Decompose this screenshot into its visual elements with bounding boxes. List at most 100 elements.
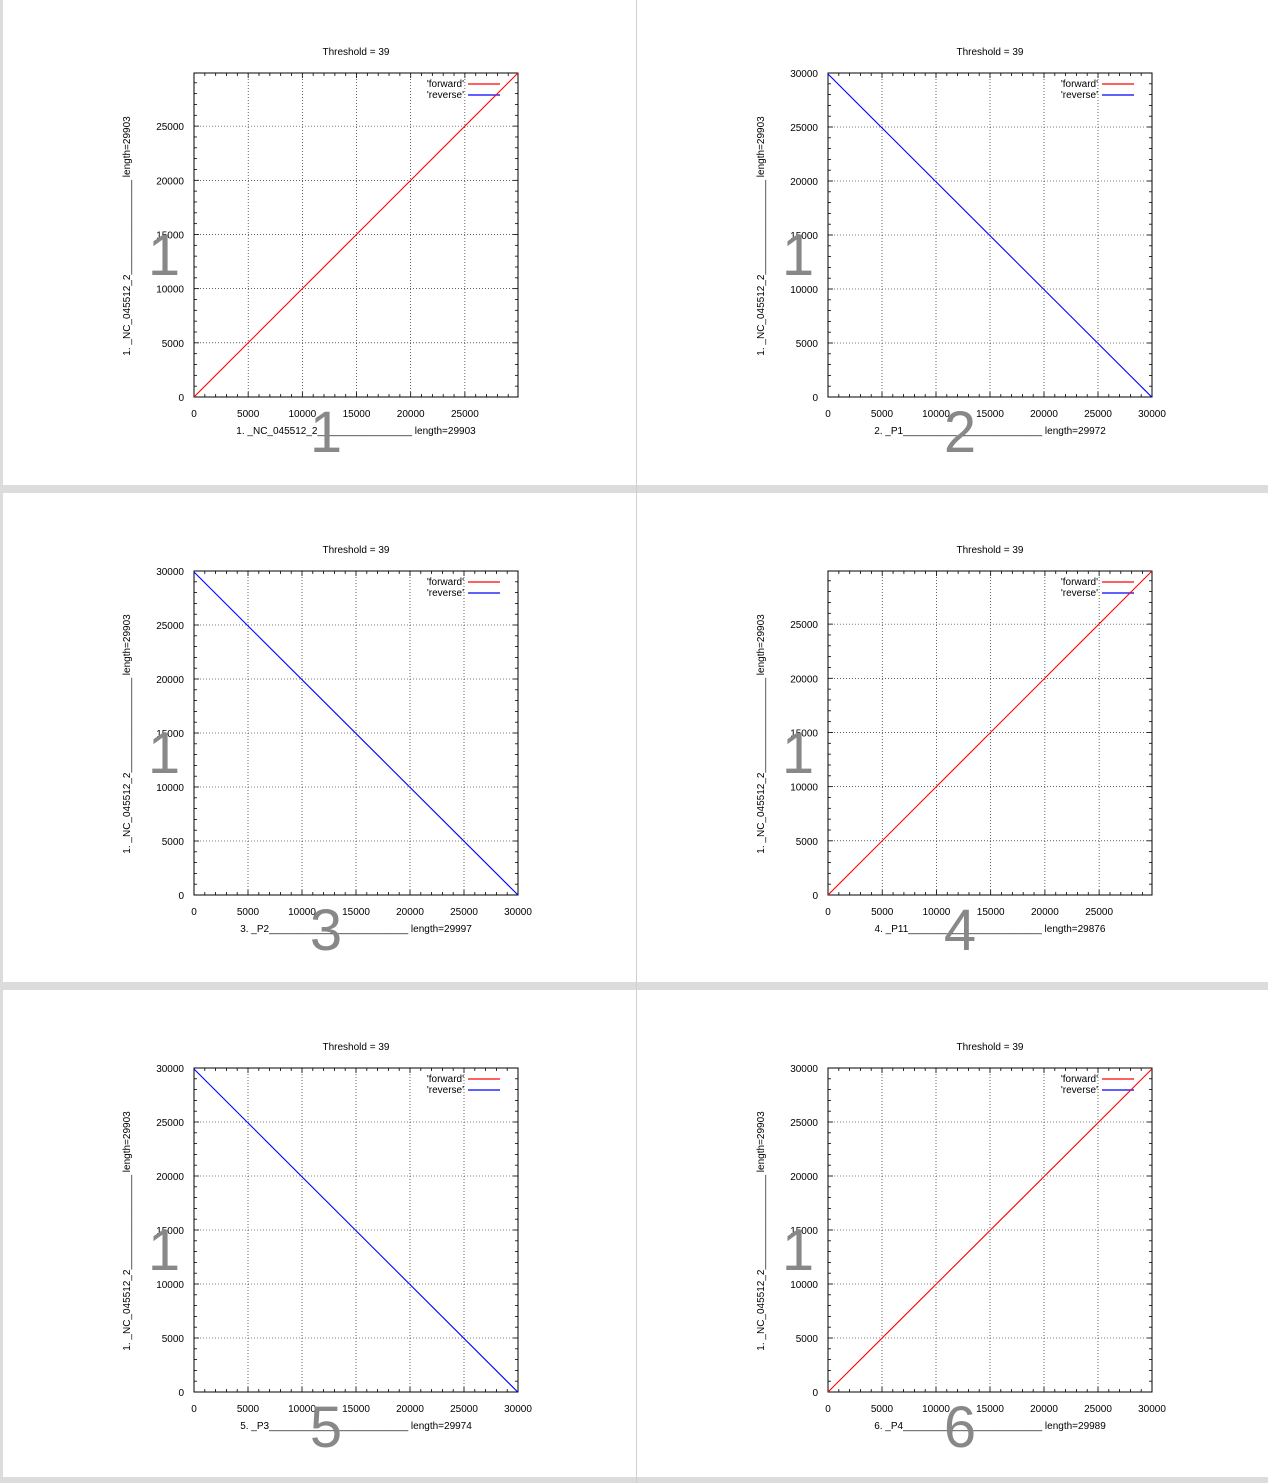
x-tick-label: 20000 bbox=[1030, 1404, 1058, 1415]
x-tick-label: 0 bbox=[191, 409, 197, 420]
x-tick-label: 5000 bbox=[871, 1404, 894, 1415]
chart-title: Threshold = 39 bbox=[957, 545, 1024, 556]
y-tick-label: 20000 bbox=[156, 1172, 184, 1183]
x-tick-label: 0 bbox=[191, 907, 197, 918]
chart-title: Threshold = 39 bbox=[323, 545, 390, 556]
forward-series-line bbox=[193, 72, 519, 398]
x-tick-label: 30000 bbox=[1138, 1404, 1166, 1415]
x-tick-label: 15000 bbox=[342, 907, 370, 918]
x-axis-label: 5. _P3_________________________ length=2… bbox=[240, 1421, 472, 1432]
y-tick-label: 25000 bbox=[790, 123, 818, 134]
x-tick-label: 5000 bbox=[237, 1404, 260, 1415]
y-sequence-number-overlay: 1 bbox=[148, 223, 180, 288]
x-tick-label: 10000 bbox=[288, 1404, 316, 1415]
x-tick-label: 15000 bbox=[977, 907, 1005, 918]
dotplot-chart: Threshold = 390 5000 10000 15000 20000 25000 3… bbox=[122, 1042, 532, 1460]
panel-number-overlay: 4 bbox=[944, 898, 976, 963]
y-tick-label: 10000 bbox=[156, 783, 184, 794]
dotplot-panel-1: Threshold = 39 0 5000 10000 15000 20000 25000 0… bbox=[3, 0, 636, 485]
x-axis-label: 4. _P11________________________ length=2… bbox=[875, 924, 1106, 935]
y-sequence-number-overlay: 1 bbox=[148, 1218, 180, 1283]
chart-title: Threshold = 39 bbox=[957, 47, 1024, 58]
panel-number-overlay: 3 bbox=[310, 898, 342, 963]
y-tick-label: 20000 bbox=[156, 675, 184, 686]
svg-text:'forward': 'forward' bbox=[427, 577, 464, 588]
legend: 'forward''reverse' bbox=[1061, 577, 1134, 599]
x-tick-label: 20000 bbox=[1030, 409, 1058, 420]
x-axis-label: 6. _P4_________________________ length=2… bbox=[874, 1421, 1106, 1432]
y-tick-label: 15000 bbox=[156, 1226, 184, 1237]
y-tick-label: 5000 bbox=[796, 1334, 819, 1345]
svg-text:'forward': 'forward' bbox=[1061, 577, 1098, 588]
x-axis-label: 3. _P2_________________________ length=2… bbox=[240, 924, 472, 935]
chart-title: Threshold = 39 bbox=[323, 47, 390, 58]
reverse-series-line bbox=[827, 73, 1153, 398]
x-tick-label: 10000 bbox=[922, 1404, 950, 1415]
svg-text:'reverse': 'reverse' bbox=[1061, 588, 1098, 599]
plot-frame bbox=[193, 570, 519, 896]
x-tick-label: 10000 bbox=[288, 907, 316, 918]
y-tick-label: 15000 bbox=[156, 729, 184, 740]
y-tick-label: 10000 bbox=[156, 1280, 184, 1291]
x-tick-label: 30000 bbox=[1138, 409, 1166, 420]
y-tick-label: 0 bbox=[812, 1388, 818, 1399]
x-tick-label: 5000 bbox=[237, 907, 260, 918]
x-tick-label: 15000 bbox=[343, 409, 371, 420]
svg-text:'reverse': 'reverse' bbox=[427, 588, 464, 599]
y-tick-label: 0 bbox=[178, 891, 184, 902]
y-tick-label: 30000 bbox=[156, 1064, 184, 1075]
x-tick-label: 25000 bbox=[1084, 409, 1112, 420]
dotplot-panel-5: Threshold = 39 0 5000 10000 15000 20000 25000 3… bbox=[3, 990, 636, 1477]
y-axis-label: 1. _NC_045512_2_________________ length=… bbox=[756, 1111, 767, 1351]
x-tick-label: 10000 bbox=[923, 907, 951, 918]
dotplot-panel-6: Threshold = 39 0 5000 10000 15000 20000 25000 3… bbox=[637, 990, 1268, 1477]
chart-title: Threshold = 39 bbox=[323, 1042, 390, 1053]
x-tick-label: 5000 bbox=[237, 409, 260, 420]
reverse-series-line bbox=[193, 1068, 519, 1393]
dotplot-chart: Threshold = 390 5000 10000 15000 20000 250000… bbox=[122, 47, 519, 465]
y-tick-label: 15000 bbox=[790, 231, 818, 242]
column-divider bbox=[636, 0, 637, 1483]
y-tick-label: 25000 bbox=[156, 1118, 184, 1129]
x-axis-label: 1. _NC_045512_2_________________ length=… bbox=[236, 426, 476, 437]
dotplot-panel-4: Threshold = 39 0 5000 10000 15000 20000 25000 0… bbox=[637, 493, 1268, 982]
forward-series-line bbox=[827, 570, 1153, 896]
y-tick-label: 15000 bbox=[156, 230, 184, 241]
x-tick-label: 0 bbox=[825, 1404, 831, 1415]
dotplot-chart: Threshold = 390 5000 10000 15000 20000 25000 3… bbox=[756, 47, 1166, 465]
y-tick-label: 5000 bbox=[162, 339, 185, 350]
y-sequence-number-overlay: 1 bbox=[782, 721, 814, 786]
legend: 'forward''reverse' bbox=[1061, 1074, 1134, 1096]
legend: 'forward''reverse' bbox=[427, 577, 500, 599]
forward-series-line bbox=[827, 1068, 1153, 1393]
x-tick-label: 25000 bbox=[1085, 907, 1113, 918]
panel-number-overlay: 2 bbox=[944, 400, 976, 465]
y-tick-label: 5000 bbox=[796, 339, 819, 350]
plot-frame bbox=[193, 1067, 519, 1393]
x-tick-label: 25000 bbox=[450, 907, 478, 918]
panel-number-overlay: 5 bbox=[310, 1395, 342, 1460]
x-tick-label: 5000 bbox=[871, 907, 894, 918]
x-tick-label: 25000 bbox=[1084, 1404, 1112, 1415]
y-tick-label: 10000 bbox=[790, 783, 818, 794]
y-tick-label: 5000 bbox=[162, 837, 185, 848]
plot-frame bbox=[827, 1067, 1153, 1393]
y-tick-label: 15000 bbox=[790, 728, 818, 739]
x-tick-label: 0 bbox=[825, 409, 831, 420]
svg-text:'reverse': 'reverse' bbox=[1061, 90, 1098, 101]
x-tick-label: 20000 bbox=[396, 1404, 424, 1415]
svg-text:'reverse': 'reverse' bbox=[427, 1085, 464, 1096]
y-axis-label: 1. _NC_045512_2_________________ length=… bbox=[122, 116, 133, 356]
dotplot-chart: Threshold = 390 5000 10000 15000 20000 25000 3… bbox=[122, 545, 532, 963]
x-tick-label: 15000 bbox=[342, 1404, 370, 1415]
reverse-series-line bbox=[193, 571, 519, 896]
y-sequence-number-overlay: 1 bbox=[148, 721, 180, 786]
x-tick-label: 30000 bbox=[504, 907, 532, 918]
legend: 'forward''reverse' bbox=[1061, 79, 1134, 101]
gridlines bbox=[828, 1068, 1152, 1392]
y-tick-label: 10000 bbox=[790, 1280, 818, 1291]
y-axis-label: 1. _NC_045512_2_________________ length=… bbox=[122, 614, 133, 854]
y-tick-label: 25000 bbox=[156, 122, 184, 133]
plot-frame bbox=[827, 72, 1153, 398]
dotplot-panel-3: Threshold = 39 0 5000 10000 15000 20000 25000 3… bbox=[3, 493, 636, 982]
